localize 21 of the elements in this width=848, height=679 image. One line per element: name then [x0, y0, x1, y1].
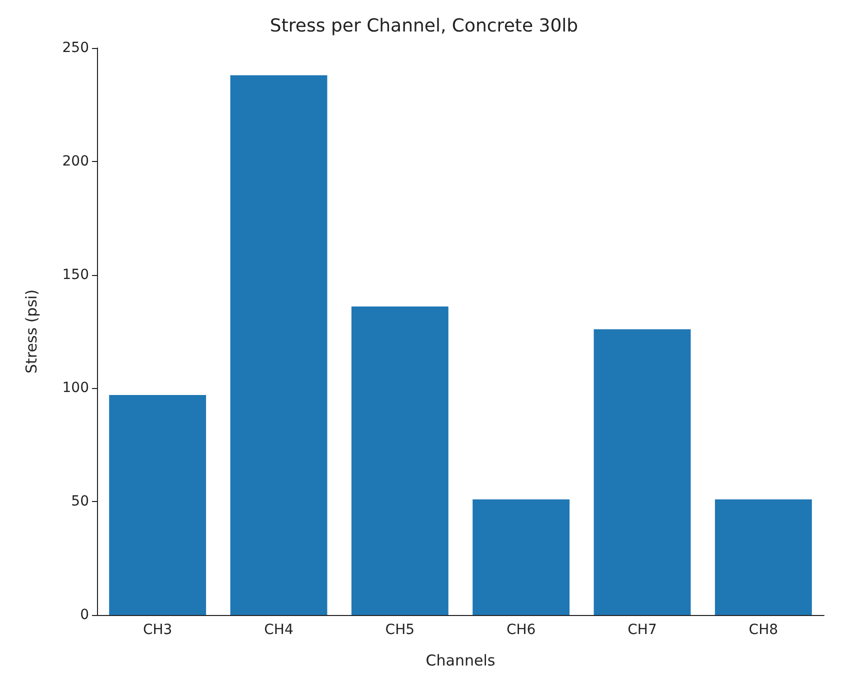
y-tick-label: 200 — [62, 153, 89, 170]
bar — [230, 75, 328, 615]
x-axis-title: Channels — [426, 652, 496, 670]
y-tick-label: 100 — [62, 380, 89, 396]
bar — [594, 329, 691, 615]
x-tick-label: CH6 — [506, 622, 536, 638]
y-tick-label: 50 — [71, 494, 89, 510]
bar — [351, 306, 448, 615]
x-tick-label: CH7 — [628, 622, 657, 638]
bar — [714, 499, 812, 615]
x-tick-label: CH3 — [142, 622, 172, 638]
y-tick-label: 0 — [80, 607, 89, 623]
y-tick-label: 150 — [62, 266, 89, 283]
bar — [109, 395, 206, 615]
x-tick-label: CH4 — [264, 622, 294, 638]
bar — [472, 499, 570, 615]
chart-title: Stress per Channel, Concrete 30lb — [270, 16, 578, 36]
y-tick-label: 250 — [62, 40, 89, 56]
x-tick-label: CH8 — [748, 622, 778, 638]
x-tick-label: CH5 — [385, 622, 415, 638]
y-axis-title: Stress (psi) — [22, 289, 40, 374]
